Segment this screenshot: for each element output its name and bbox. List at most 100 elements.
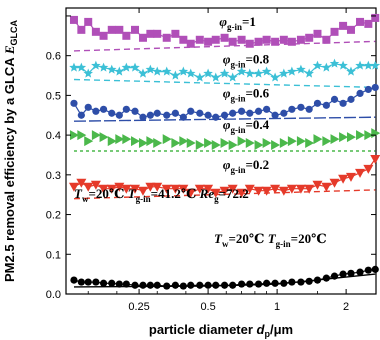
data-point [106, 184, 117, 194]
data-point [146, 111, 154, 119]
data-point [322, 136, 332, 147]
data-point [313, 134, 323, 145]
data-point [170, 70, 181, 80]
data-point [161, 66, 172, 76]
data-point [92, 278, 100, 286]
data-point [363, 164, 374, 174]
data-point [338, 60, 348, 70]
data-point [77, 130, 87, 141]
data-point [345, 172, 356, 182]
data-point [98, 184, 109, 194]
data-point [322, 274, 330, 282]
annotation-phi08: φg-in=0.8 [223, 52, 270, 70]
data-point [122, 105, 130, 113]
data-point [107, 64, 117, 74]
data-point [122, 31, 131, 40]
y-axis-title: PM2.5 removal efficiency by a GLCA EGLCA [2, 20, 19, 282]
data-point [305, 33, 314, 42]
x-tick-label: 0.5 [200, 301, 215, 313]
data-point [338, 174, 349, 184]
data-point [69, 62, 79, 72]
data-point [271, 37, 280, 46]
data-point [162, 33, 171, 42]
data-point [195, 35, 204, 44]
series-phi08-fit [73, 78, 376, 89]
data-point [322, 35, 331, 44]
y-tick-label: 0.0 [46, 289, 61, 301]
data-point [228, 140, 238, 151]
data-point [90, 180, 101, 190]
data-point [84, 136, 94, 147]
data-point [364, 130, 374, 141]
data-point [108, 279, 116, 287]
series-phi02 [68, 154, 380, 198]
data-point [76, 178, 87, 188]
data-point [330, 95, 339, 103]
data-point [139, 113, 147, 121]
series-phi08 [69, 58, 380, 82]
data-point [108, 109, 116, 117]
plot-frame [65, 7, 377, 295]
data-point [84, 103, 92, 111]
data-point [195, 72, 205, 82]
data-point [121, 184, 132, 194]
data-point [244, 184, 255, 194]
data-point [356, 17, 365, 26]
series-base-fit [73, 273, 376, 288]
data-point [312, 180, 323, 190]
data-point [287, 136, 297, 147]
data-point [115, 111, 123, 119]
data-point [296, 35, 305, 44]
data-point [91, 60, 101, 70]
data-point [253, 68, 264, 78]
y-tick-label: 0.5 [46, 90, 61, 102]
data-point [171, 29, 180, 38]
data-point [179, 35, 188, 44]
data-point [131, 107, 139, 115]
x-axis-title: particle diameter dp/μm [149, 322, 293, 339]
data-point [263, 279, 271, 287]
data-point [114, 66, 125, 76]
annotation-phi1: φg-in=1 [219, 14, 256, 32]
data-point [210, 188, 221, 198]
data-point [77, 25, 86, 34]
data-point [237, 280, 246, 288]
data-point [77, 111, 85, 119]
data-point [370, 154, 380, 164]
fit-line [73, 273, 376, 288]
data-point [76, 62, 87, 72]
data-point [262, 138, 272, 149]
data-point [371, 128, 380, 139]
data-point [245, 39, 254, 48]
data-point [219, 68, 230, 78]
data-point [91, 130, 101, 141]
ticks-layer: 0.0 0.1 0.2 0.3 0.4 0.5 0.6 0.25 0.5 1 2 [46, 8, 376, 313]
data-point [363, 60, 374, 70]
data-point [279, 138, 289, 149]
annotation-phi02: φg-in=0.2 [223, 157, 269, 175]
data-point [152, 182, 163, 192]
data-point [185, 188, 196, 198]
data-point [237, 136, 247, 147]
data-point [219, 186, 230, 196]
data-point [69, 130, 79, 141]
data-point [296, 136, 306, 147]
data-point [115, 25, 124, 34]
data-point [246, 109, 254, 117]
data-point [313, 29, 322, 38]
data-point [131, 25, 140, 34]
data-point [146, 29, 155, 38]
data-point [280, 109, 288, 117]
data-point [171, 109, 179, 117]
data-point [261, 66, 272, 76]
data-point [313, 99, 322, 107]
data-point [138, 68, 148, 78]
data-point [153, 138, 163, 149]
data-point [203, 68, 213, 78]
data-point [203, 184, 214, 194]
data-point [329, 58, 340, 68]
data-point [254, 140, 264, 151]
data-point [330, 27, 339, 36]
data-point [137, 186, 148, 196]
data-point [99, 132, 109, 143]
